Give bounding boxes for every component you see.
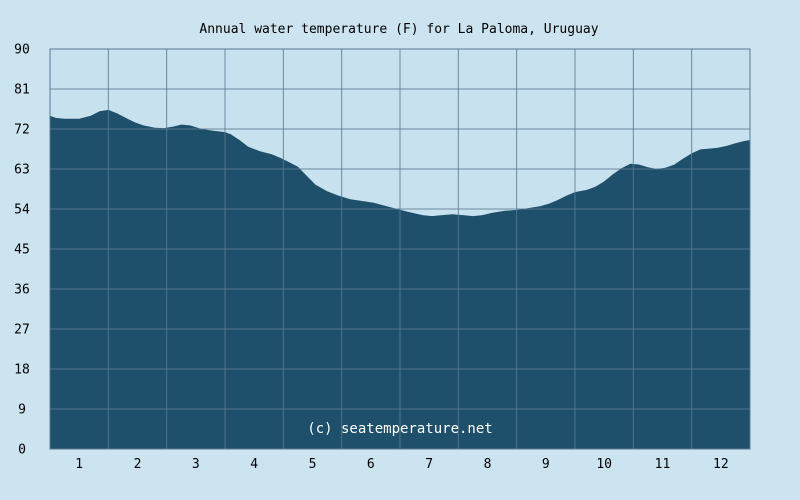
x-tick-label: 7 [425,457,433,472]
x-tick-label: 2 [134,457,142,472]
watermark-text: (c) seatemperature.net [307,421,492,437]
x-tick-label: 12 [713,457,729,472]
y-tick-label: 72 [14,123,30,138]
y-tick-label: 81 [14,83,30,98]
x-tick-label: 11 [655,457,671,472]
x-tick-label: 9 [542,457,550,472]
y-tick-label: 9 [18,403,26,418]
x-tick-label: 8 [484,457,492,472]
y-tick-label: 54 [14,203,30,218]
y-tick-label: 45 [14,243,30,258]
chart-title: Annual water temperature (F) for La Palo… [199,22,598,37]
x-tick-label: 4 [250,457,258,472]
x-tick-label: 10 [596,457,612,472]
y-tick-label: 36 [14,283,30,298]
x-tick-label: 5 [309,457,317,472]
y-tick-label: 0 [18,443,26,458]
y-tick-label: 90 [14,43,30,58]
y-tick-label: 63 [14,163,30,178]
y-tick-label: 27 [14,323,30,338]
x-tick-label: 3 [192,457,200,472]
x-tick-label: 6 [367,457,375,472]
plot-frame [49,48,751,450]
y-tick-label: 18 [14,363,30,378]
x-tick-label: 1 [75,457,83,472]
